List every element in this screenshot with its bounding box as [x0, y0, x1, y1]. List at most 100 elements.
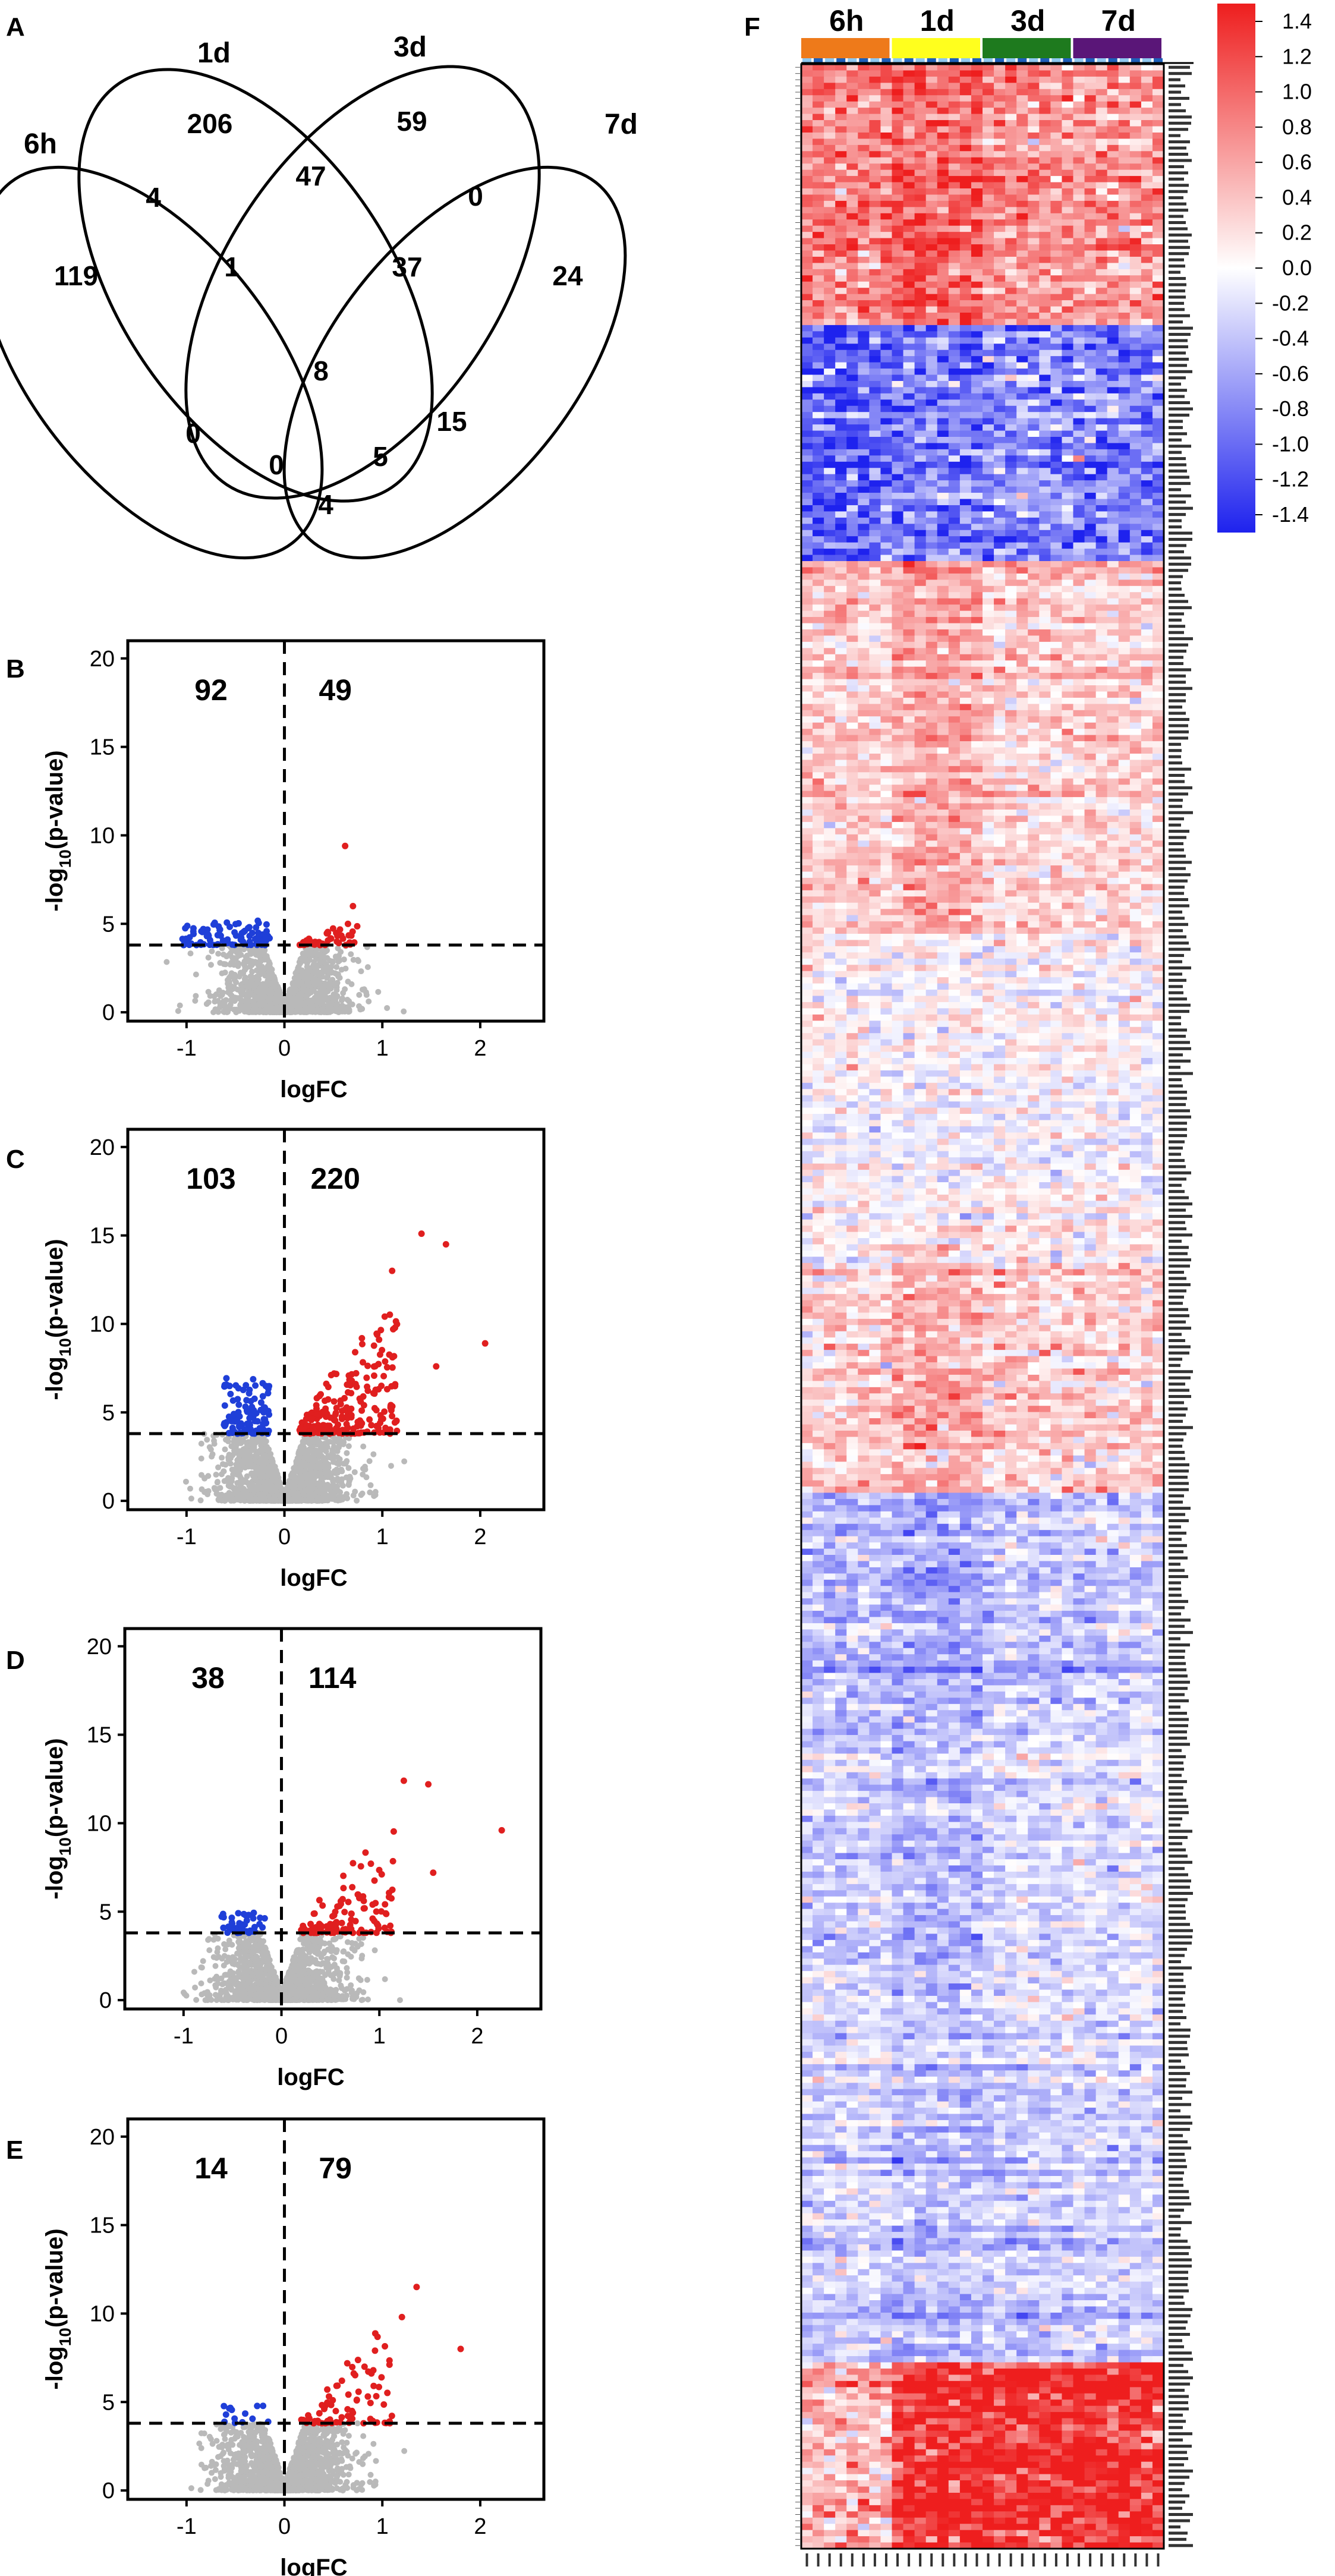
- nonsignificant-point: [234, 1496, 241, 1503]
- venn-count-3d-only: 59: [396, 106, 427, 137]
- volcano-b-down-count: 92: [194, 673, 228, 707]
- venn-label-7d: 7d: [604, 109, 638, 140]
- nonsignificant-point: [209, 948, 215, 955]
- down-regulated-point: [254, 1418, 261, 1425]
- nonsignificant-point: [388, 1463, 394, 1469]
- venn-ellipse-7d: [282, 165, 627, 560]
- nonsignificant-point: [259, 1986, 265, 1992]
- nonsignificant-point: [226, 1484, 233, 1490]
- nonsignificant-point: [187, 950, 194, 957]
- down-regulated-point: [263, 921, 270, 928]
- nonsignificant-point: [271, 979, 278, 985]
- panel-label-d: D: [6, 1646, 25, 1675]
- nonsignificant-point: [266, 1487, 273, 1494]
- nonsignificant-point: [250, 1471, 256, 1478]
- nonsignificant-point: [315, 1465, 322, 1471]
- up-regulated-point: [341, 1406, 348, 1413]
- nonsignificant-point: [266, 990, 272, 996]
- volcano-b-up-count: 49: [319, 673, 352, 707]
- up-regulated-point: [325, 1384, 332, 1391]
- nonsignificant-point: [333, 1008, 340, 1015]
- up-regulated-point: [322, 1397, 329, 1404]
- up-regulated-point: [344, 1415, 351, 1422]
- nonsignificant-point: [221, 951, 227, 958]
- venn-count-6h-1d-7d: 0: [185, 418, 201, 449]
- x-tick-label: -1: [177, 1036, 197, 1061]
- nonsignificant-point: [209, 1451, 216, 1457]
- nonsignificant-point: [343, 1460, 350, 1466]
- nonsignificant-point: [242, 1477, 248, 1484]
- nonsignificant-point: [188, 1495, 194, 1502]
- nonsignificant-point: [348, 1989, 355, 1996]
- nonsignificant-point: [207, 962, 214, 968]
- nonsignificant-point: [325, 1482, 331, 1488]
- up-regulated-point: [313, 1394, 320, 1402]
- down-regulated-point: [250, 1375, 257, 1383]
- up-regulated-point: [314, 1422, 322, 1429]
- up-regulated-point: [308, 1415, 316, 1422]
- venn-count-6h-1d: 4: [146, 182, 161, 213]
- nonsignificant-point: [382, 1976, 388, 1982]
- nonsignificant-point: [248, 1479, 254, 1486]
- nonsignificant-point: [347, 1475, 354, 1482]
- y-tick-label: 5: [102, 1400, 115, 1425]
- nonsignificant-point: [223, 1958, 230, 1965]
- nonsignificant-point: [360, 1471, 366, 1478]
- nonsignificant-point: [336, 1977, 342, 1983]
- venn-count-3d-7d-inner: 15: [436, 406, 467, 437]
- nonsignificant-point: [250, 1947, 257, 1953]
- nonsignificant-point: [203, 1001, 210, 1007]
- nonsignificant-point: [335, 971, 341, 978]
- nonsignificant-point: [333, 955, 340, 961]
- nonsignificant-point: [305, 1453, 311, 1459]
- up-regulated-point: [345, 932, 352, 939]
- nonsignificant-point: [236, 1471, 243, 1478]
- y-tick-label: 15: [87, 1723, 112, 1748]
- down-regulated-point: [245, 1390, 253, 1397]
- nonsignificant-point: [219, 1454, 225, 1461]
- nonsignificant-point: [326, 968, 333, 974]
- up-regulated-point: [392, 1318, 399, 1325]
- x-tick-label: 0: [278, 1036, 291, 1061]
- nonsignificant-point: [214, 1479, 221, 1486]
- nonsignificant-point: [226, 1451, 232, 1458]
- venn-count-all-four: 8: [313, 355, 329, 386]
- up-regulated-point: [382, 1358, 389, 1365]
- nonsignificant-point: [337, 1996, 344, 2002]
- nonsignificant-point: [358, 1955, 365, 1961]
- nonsignificant-point: [205, 955, 212, 961]
- up-regulated-point: [363, 1374, 370, 1381]
- nonsignificant-point: [358, 1941, 364, 1947]
- x-tick-label: 1: [373, 2024, 386, 2049]
- up-regulated-point: [345, 1381, 352, 1388]
- up-regulated-point: [373, 1330, 380, 1337]
- down-regulated-point: [227, 1390, 234, 1397]
- nonsignificant-point: [301, 1497, 308, 1504]
- nonsignificant-point: [212, 999, 218, 1005]
- x-tick-label: 2: [474, 1036, 486, 1061]
- venn-count-6h-3d-7d: 0: [269, 449, 284, 480]
- down-regulated-point: [222, 1383, 229, 1390]
- nonsignificant-point: [219, 970, 225, 977]
- y-tick-label: 10: [90, 823, 115, 848]
- nonsignificant-point: [240, 961, 247, 967]
- volcano-b-x-axis-label: logFC: [280, 1076, 347, 1103]
- down-regulated-point: [246, 1415, 253, 1422]
- up-regulated-point: [386, 1311, 393, 1318]
- down-regulated-point: [182, 925, 189, 932]
- venn-count-1d-only: 206: [187, 108, 233, 139]
- nonsignificant-point: [254, 1969, 260, 1975]
- venn-ellipses: [0, 65, 627, 560]
- nonsignificant-point: [193, 971, 199, 978]
- down-regulated-point: [211, 919, 218, 927]
- nonsignificant-point: [263, 1003, 269, 1009]
- nonsignificant-point: [269, 1496, 276, 1503]
- nonsignificant-point: [311, 961, 318, 967]
- y-tick-label: 20: [87, 1635, 112, 1659]
- nonsignificant-point: [235, 963, 241, 969]
- nonsignificant-point: [254, 1451, 260, 1458]
- nonsignificant-point: [297, 1936, 304, 1942]
- up-regulated-point: [360, 1359, 367, 1366]
- down-regulated-point: [243, 1397, 250, 1404]
